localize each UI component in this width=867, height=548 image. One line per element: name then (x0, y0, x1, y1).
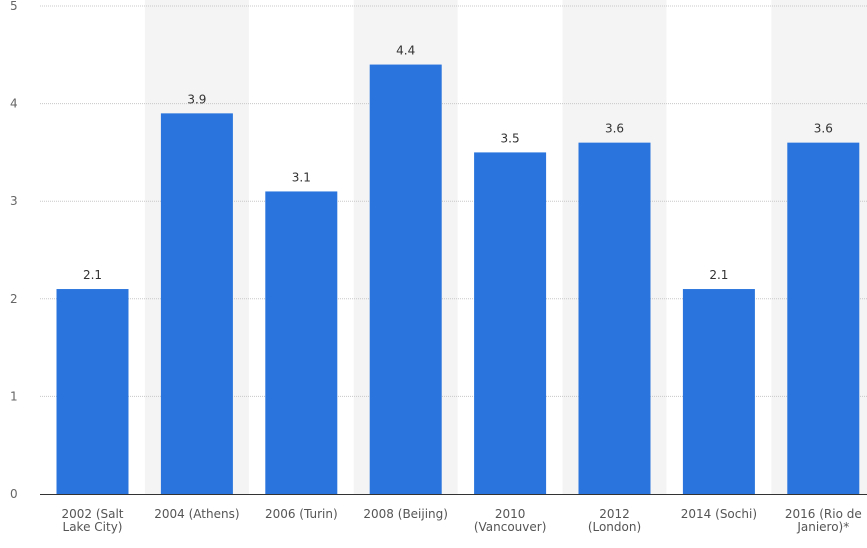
bar (787, 142, 860, 494)
y-tick-label: 2 (10, 292, 18, 306)
y-tick-label: 0 (10, 487, 18, 501)
bars (56, 64, 860, 495)
y-tick-label: 1 (10, 389, 18, 403)
x-tick-label: 2004 (Athens) (154, 507, 239, 521)
y-tick-label: 5 (10, 0, 18, 13)
data-label: 3.6 (814, 122, 833, 136)
bar (265, 191, 338, 494)
x-tick-label: 2010 (Vancouver) (474, 507, 547, 534)
data-label: 3.6 (605, 122, 624, 136)
x-tick-label: 2014 (Sochi) (681, 507, 757, 521)
data-label: 2.1 (709, 268, 728, 282)
bar (578, 142, 651, 494)
x-tick-label: 2012 (London) (588, 507, 641, 534)
data-labels: 2.1 3.9 3.1 4.4 3.5 3.6 2.1 3.6 (83, 44, 833, 282)
y-tick-label: 3 (10, 194, 18, 208)
bar (474, 152, 547, 494)
y-tick-label: 4 (10, 97, 18, 111)
data-label: 2.1 (83, 268, 102, 282)
x-tick-label: 2006 (Turin) (265, 507, 338, 521)
bar (160, 113, 233, 495)
data-label: 3.1 (292, 170, 311, 184)
bar (56, 289, 129, 494)
x-tick-label: 2016 (Rio de Janiero)* (785, 507, 862, 534)
x-axis-ticks: 2002 (Salt Lake City) 2004 (Athens) 2006 (T… (61, 507, 861, 534)
x-tick-label: 2002 (Salt Lake City) (61, 507, 123, 534)
data-label: 3.5 (501, 131, 520, 145)
x-tick-label: 2008 (Beijing) (363, 507, 448, 521)
data-label: 4.4 (396, 44, 415, 58)
bar (369, 64, 442, 494)
bar (682, 289, 755, 494)
y-axis-ticks: 0 1 2 3 4 5 (10, 0, 18, 501)
data-label: 3.9 (187, 92, 206, 106)
